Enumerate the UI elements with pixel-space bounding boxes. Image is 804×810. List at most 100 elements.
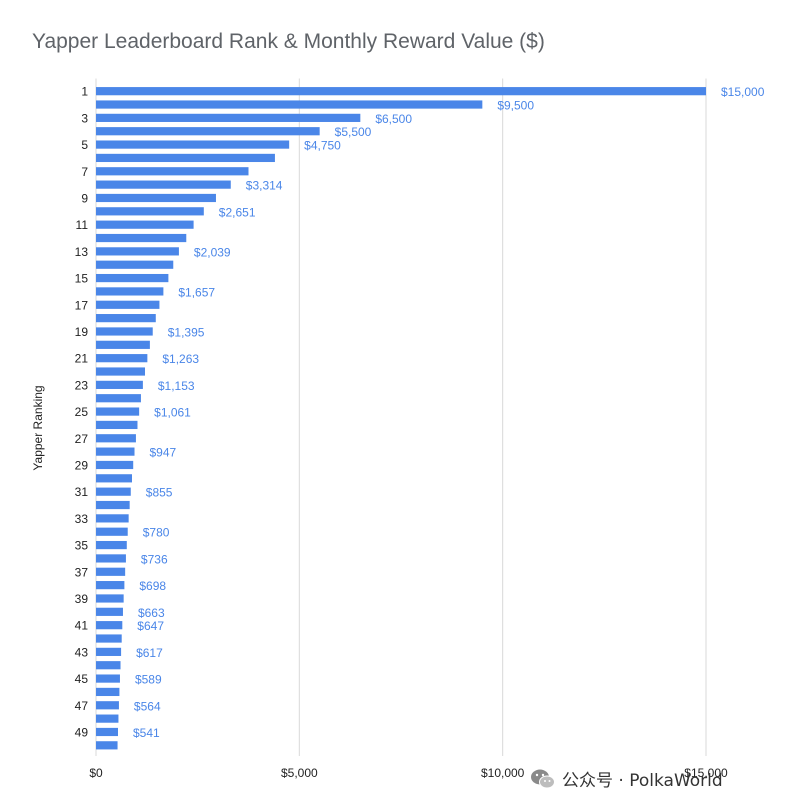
y-tick-label: 1 — [81, 85, 88, 99]
y-tick-label: 47 — [75, 699, 89, 713]
wechat-icon — [531, 769, 555, 788]
bar — [96, 314, 156, 323]
y-tick-label: 35 — [75, 539, 89, 553]
bars — [96, 87, 706, 750]
y-tick-label: 41 — [75, 619, 89, 633]
data-label: $15,000 — [721, 85, 765, 99]
bar — [96, 127, 320, 136]
bar — [96, 554, 126, 563]
y-tick-label: 49 — [75, 725, 89, 739]
data-label: $6,500 — [375, 112, 412, 126]
data-label: $617 — [136, 646, 163, 660]
y-tick-label: 15 — [75, 272, 89, 286]
bar — [96, 287, 164, 296]
y-tick-label: 27 — [75, 432, 89, 446]
y-tick-label: 19 — [75, 325, 89, 339]
x-tick-label: $5,000 — [281, 766, 318, 780]
bar — [96, 273, 169, 283]
data-label: $9,500 — [497, 99, 534, 113]
bar — [96, 687, 120, 697]
bar — [96, 113, 361, 122]
bar — [96, 567, 126, 576]
bar — [96, 727, 119, 737]
data-label: $2,651 — [219, 205, 256, 219]
bar — [96, 621, 123, 630]
watermark: 公众号 · PolkaWorld — [530, 766, 723, 791]
bar — [96, 220, 194, 229]
bar — [96, 340, 150, 349]
bar — [96, 153, 275, 163]
bar — [96, 741, 118, 750]
y-tick-label: 9 — [81, 191, 88, 205]
bar — [96, 354, 148, 363]
data-label: $564 — [134, 699, 161, 713]
y-tick-label: 39 — [75, 592, 89, 606]
chart-title: Yapper Leaderboard Rank & Monthly Reward… — [32, 30, 545, 53]
bar — [96, 327, 153, 336]
bar — [96, 394, 141, 403]
data-label: $663 — [138, 606, 165, 620]
bar — [96, 487, 131, 496]
bar — [96, 207, 204, 216]
data-label: $1,395 — [168, 325, 205, 339]
bar — [96, 647, 122, 656]
bar — [96, 460, 134, 470]
x-tick-label: $15,000 — [684, 766, 728, 780]
y-tick-label: 23 — [75, 378, 89, 392]
bar — [96, 514, 129, 523]
bar — [96, 540, 127, 550]
data-label: $2,039 — [194, 245, 231, 259]
data-label: $541 — [133, 726, 160, 740]
y-tick-label: 3 — [81, 111, 88, 125]
x-axis-tick-labels: $0 $5,000 $10,000 $15,000 — [89, 766, 728, 780]
watermark-text: 公众号 · PolkaWorld — [562, 771, 723, 791]
data-label: $1,061 — [154, 406, 191, 420]
bar — [96, 140, 290, 149]
bar — [96, 714, 119, 723]
y-axis-tick-labels: 1357911131517192123252729313335373941434… — [75, 85, 89, 740]
bar — [96, 607, 123, 616]
data-label: $736 — [141, 552, 168, 566]
x-tick-label: $10,000 — [481, 766, 525, 780]
y-tick-label: 17 — [75, 298, 89, 312]
data-label: $3,314 — [246, 179, 283, 193]
y-tick-label: 33 — [75, 512, 89, 526]
bar — [96, 193, 216, 203]
data-label: $698 — [139, 579, 166, 593]
data-label: $4,750 — [304, 139, 341, 153]
data-label: $647 — [137, 619, 164, 633]
bar — [96, 674, 120, 683]
gridlines — [95, 78, 707, 756]
y-tick-label: 5 — [81, 138, 88, 152]
data-label: $589 — [135, 673, 162, 687]
data-label: $1,657 — [178, 285, 215, 299]
bar — [96, 87, 706, 96]
bar — [96, 300, 160, 309]
bar — [96, 180, 231, 189]
bar — [96, 594, 124, 603]
bar — [96, 701, 119, 710]
bar — [96, 420, 138, 430]
bar — [96, 380, 143, 389]
y-tick-label: 21 — [75, 352, 89, 366]
bar — [96, 367, 146, 376]
y-tick-label: 7 — [81, 165, 88, 179]
bar — [96, 434, 136, 443]
x-tick-label: $0 — [89, 766, 103, 780]
data-label: $855 — [146, 486, 173, 500]
y-tick-label: 37 — [75, 565, 89, 579]
data-label: $947 — [150, 446, 177, 460]
data-labels: $15,000 $9,500 $6,500$5,500$4,750 $3,314 $2,… — [133, 85, 765, 740]
bar — [96, 634, 122, 643]
y-tick-label: 13 — [75, 245, 89, 259]
y-tick-label: 43 — [75, 645, 89, 659]
y-tick-label: 29 — [75, 458, 89, 472]
bar — [96, 474, 132, 483]
bar — [96, 247, 179, 256]
bar — [96, 500, 130, 510]
y-tick-label: 31 — [75, 485, 89, 499]
data-label: $780 — [143, 526, 170, 540]
bar — [96, 233, 187, 243]
bar — [96, 581, 125, 590]
